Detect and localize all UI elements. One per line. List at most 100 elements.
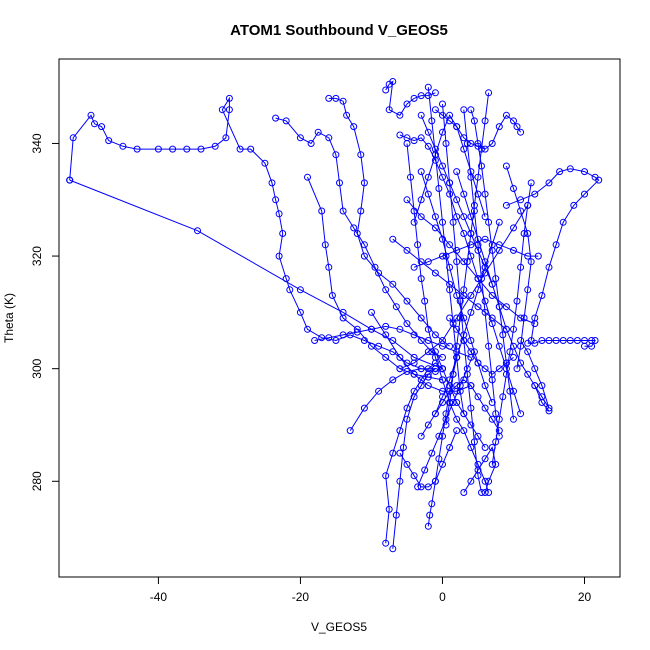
data-point: [453, 258, 461, 266]
data-point: [478, 275, 485, 283]
data-point: [286, 286, 294, 294]
data-point: [460, 292, 468, 299]
data-point: [424, 142, 432, 150]
data-point: [470, 117, 478, 125]
data-point: [531, 320, 539, 328]
data-point: [431, 224, 439, 232]
data-point: [357, 151, 365, 159]
series-line-35: [420, 115, 493, 285]
data-point: [460, 145, 468, 153]
data-point: [424, 128, 432, 136]
data-point: [545, 407, 553, 415]
data-point: [527, 179, 535, 187]
data-point: [510, 117, 517, 125]
data-point: [453, 168, 461, 176]
data-point: [488, 314, 496, 322]
data-point: [446, 111, 454, 119]
data-point: [446, 399, 454, 406]
data-point: [424, 522, 432, 530]
data-point: [481, 382, 489, 390]
data-point: [545, 337, 553, 344]
data-point: [439, 460, 446, 468]
data-point: [91, 120, 98, 128]
data-point: [360, 404, 368, 412]
data-point: [460, 337, 468, 344]
data-point: [545, 263, 553, 271]
data-point: [382, 539, 390, 547]
data-point: [431, 213, 439, 221]
data-point: [481, 213, 489, 221]
data-point: [581, 342, 588, 350]
data-point: [502, 162, 510, 170]
data-point: [460, 376, 468, 384]
data-point: [396, 365, 404, 373]
data-point: [360, 241, 368, 249]
data-point: [517, 196, 525, 204]
data-point: [417, 314, 425, 322]
data-point: [417, 92, 425, 100]
data-point: [556, 168, 564, 176]
data-point: [353, 328, 361, 336]
data-point: [389, 337, 397, 344]
data-point: [417, 134, 425, 142]
data-point: [510, 224, 517, 232]
data-point: [510, 353, 517, 361]
data-point: [396, 131, 404, 139]
series-line-30: [520, 340, 550, 409]
data-point: [506, 348, 514, 356]
data-point: [456, 314, 464, 322]
data-point: [382, 286, 390, 294]
series-line-2: [275, 117, 443, 358]
data-point: [552, 337, 560, 344]
data-point: [442, 421, 450, 429]
data-point: [545, 404, 553, 412]
data-point: [435, 455, 443, 463]
data-point: [566, 337, 574, 344]
data-point: [66, 176, 74, 184]
data-point: [442, 252, 450, 260]
data-point: [453, 415, 461, 423]
data-point: [225, 94, 233, 102]
data-point: [389, 545, 397, 553]
data-point: [296, 308, 304, 316]
series-line-4: [328, 97, 450, 347]
data-point: [392, 303, 400, 311]
data-point: [460, 230, 468, 237]
data-point: [414, 483, 422, 491]
data-point: [467, 348, 475, 356]
data-point: [467, 252, 475, 260]
data-point: [360, 179, 368, 187]
data-point: [396, 427, 404, 435]
data-point: [154, 145, 162, 153]
series-line-1: [69, 179, 443, 370]
data-point: [517, 359, 525, 367]
data-point: [424, 382, 432, 390]
data-point: [481, 145, 489, 153]
data-point: [453, 325, 461, 333]
data-point: [534, 252, 542, 260]
data-point: [403, 404, 411, 412]
data-point: [396, 449, 404, 457]
data-point: [520, 314, 528, 322]
data-point: [403, 359, 411, 367]
data-point: [424, 348, 432, 356]
data-point: [453, 246, 461, 254]
data-point: [428, 348, 436, 356]
data-point: [428, 500, 436, 508]
series-line-0: [69, 96, 443, 373]
data-point: [307, 140, 315, 147]
data-point: [517, 342, 525, 350]
data-point: [346, 427, 354, 435]
data-point: [453, 314, 461, 322]
data-point: [431, 151, 439, 159]
data-point: [417, 382, 425, 390]
data-point: [439, 252, 446, 260]
data-point: [591, 337, 599, 344]
series-line-14: [385, 362, 443, 544]
data-point: [339, 97, 347, 105]
data-point: [375, 387, 383, 395]
data-point: [538, 337, 546, 344]
data-point: [282, 117, 290, 125]
data-point: [318, 334, 326, 342]
data-point: [389, 280, 397, 288]
